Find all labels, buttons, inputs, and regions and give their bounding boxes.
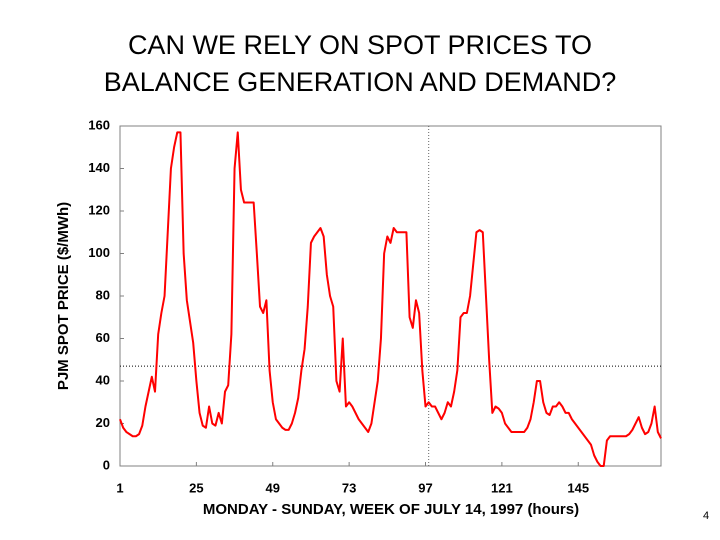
- chart-title: CAN WE RELY ON SPOT PRICES TO: [128, 30, 592, 60]
- x-tick-label: 25: [189, 480, 203, 495]
- y-tick-label: 140: [88, 160, 110, 175]
- y-axis-label: PJM SPOT PRICE ($/MWh): [55, 202, 72, 390]
- y-tick-label: 40: [96, 372, 110, 387]
- plot-frame: [119, 125, 662, 467]
- y-tick-label: 20: [96, 415, 110, 430]
- y-tick-label: 120: [88, 202, 110, 217]
- x-tick-label: 97: [418, 480, 432, 495]
- x-tick-label: 49: [266, 480, 280, 495]
- x-tick-label: 145: [567, 480, 589, 495]
- x-tick-label: 1: [116, 480, 123, 495]
- y-tick-label: 160: [88, 117, 110, 132]
- page-number: 4: [703, 510, 709, 522]
- y-tick-label: 0: [103, 457, 110, 472]
- x-tick-label: 73: [342, 480, 356, 495]
- y-tick-label: 80: [96, 287, 110, 302]
- chart-title: BALANCE GENERATION AND DEMAND?: [104, 67, 617, 97]
- y-tick-label: 100: [88, 245, 110, 260]
- x-axis-label: MONDAY - SUNDAY, WEEK OF JULY 14, 1997 (…: [203, 501, 579, 518]
- x-tick-label: 121: [491, 480, 513, 495]
- y-tick-label: 60: [96, 330, 110, 345]
- price-line: [119, 131, 662, 467]
